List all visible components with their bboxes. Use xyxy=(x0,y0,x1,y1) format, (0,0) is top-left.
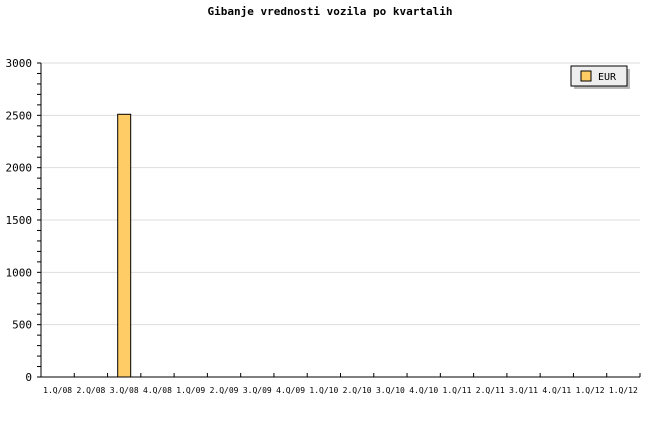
x-tick-label: 4.Q/10 xyxy=(409,386,438,395)
x-tick-label: 3.Q/10 xyxy=(376,386,405,395)
legend-swatch xyxy=(580,70,592,82)
x-tick-label: 2.Q/11 xyxy=(476,386,505,395)
x-tick-label: 1.Q/09 xyxy=(176,386,205,395)
legend-label: EUR xyxy=(598,72,617,83)
x-tick-label: 4.Q/09 xyxy=(276,386,305,395)
x-tick-label: 1.Q/11 xyxy=(443,386,472,395)
x-tick-label: 1.Q/08 xyxy=(43,386,72,395)
y-tick-label: 1000 xyxy=(6,266,33,279)
y-tick-label: 1500 xyxy=(6,214,33,227)
x-tick-label: 2.Q/10 xyxy=(343,386,372,395)
chart-title: Gibanje vrednosti vozila po kvartalih xyxy=(207,5,452,18)
bar xyxy=(117,113,132,378)
x-tick-label: 1.Q/12 xyxy=(609,386,638,395)
x-tick-label: 4.Q/11 xyxy=(542,386,571,395)
y-tick-label: 500 xyxy=(12,319,32,332)
x-tick-label: 4.Q/08 xyxy=(143,386,172,395)
x-tick-label: 3.Q/11 xyxy=(509,386,538,395)
y-tick-label: 2500 xyxy=(6,109,33,122)
x-tick-label: 1.Q/10 xyxy=(309,386,338,395)
x-tick-label: 2.Q/08 xyxy=(76,386,105,395)
x-tick-label: 3.Q/09 xyxy=(243,386,272,395)
y-tick-label: 2000 xyxy=(6,162,33,175)
legend: EUR xyxy=(570,65,630,89)
y-tick-label: 0 xyxy=(25,371,32,384)
x-tick-label: 2.Q/09 xyxy=(210,386,239,395)
x-tick-label: 3.Q/08 xyxy=(110,386,139,395)
x-tick-label: 1.Q/12 xyxy=(576,386,605,395)
y-tick-label: 3000 xyxy=(6,57,33,70)
